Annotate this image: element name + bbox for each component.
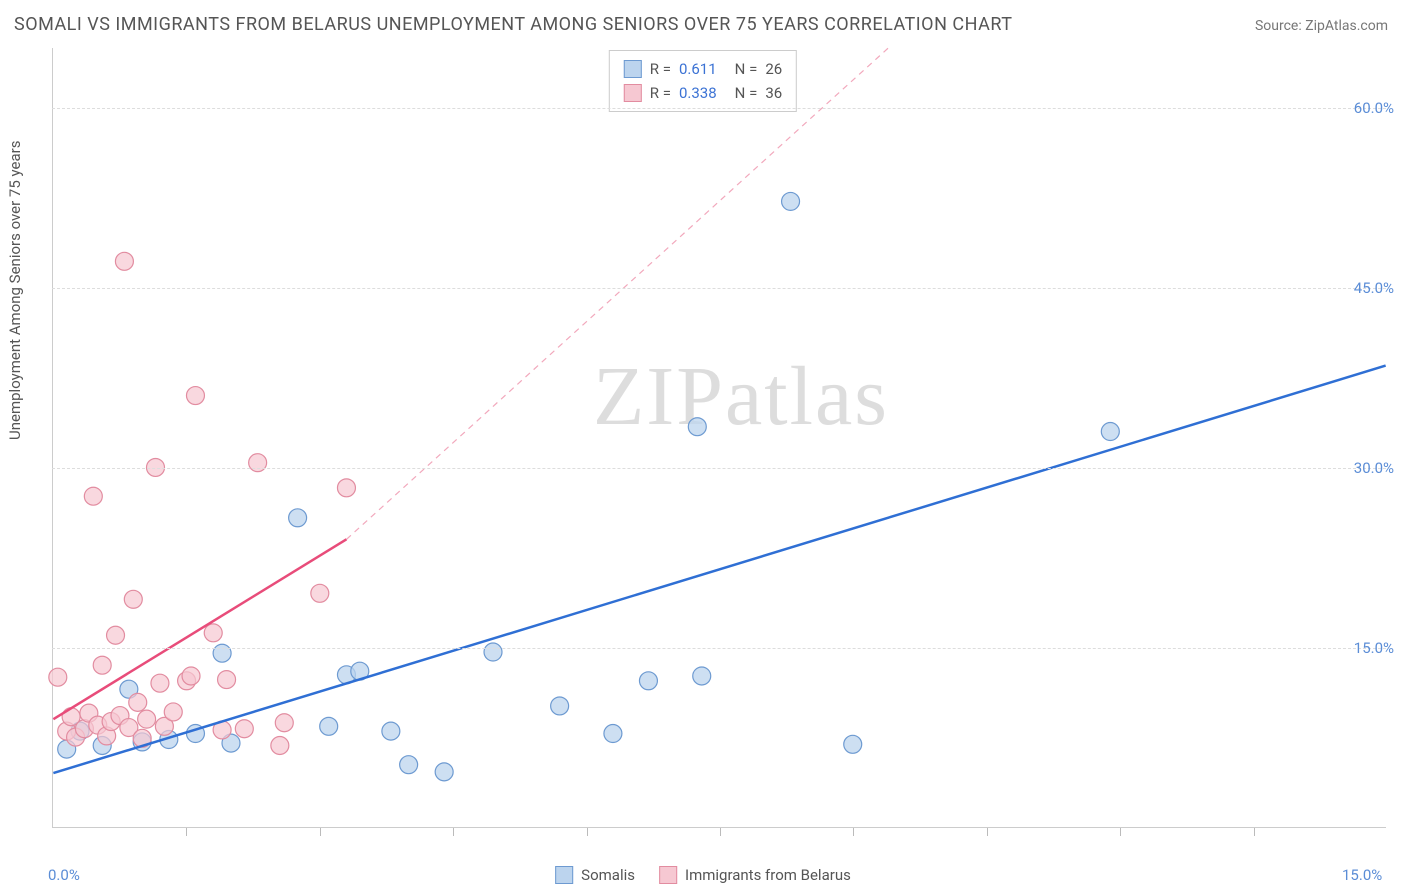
legend-swatch — [555, 866, 573, 884]
series-legend-item: Immigrants from Belarus — [659, 866, 851, 884]
data-point — [218, 671, 236, 689]
x-tick-label: 15.0% — [1342, 866, 1382, 884]
gridline — [52, 108, 1386, 109]
data-point — [400, 756, 418, 774]
trend-line — [53, 366, 1385, 773]
data-point — [782, 192, 800, 210]
data-point — [693, 667, 711, 685]
legend-swatch — [624, 84, 642, 102]
data-point — [129, 693, 147, 711]
x-tick — [1254, 828, 1255, 836]
data-point — [275, 714, 293, 732]
n-label: N = — [735, 57, 758, 81]
data-point — [604, 725, 622, 743]
n-label: N = — [735, 81, 758, 105]
y-axis-label: Unemployment Among Seniors over 75 years — [6, 141, 24, 440]
n-value: 26 — [765, 57, 782, 81]
data-point — [93, 656, 111, 674]
x-tick — [987, 828, 988, 836]
legend-swatch — [659, 866, 677, 884]
data-point — [320, 717, 338, 735]
data-point — [164, 703, 182, 721]
r-value: 0.611 — [679, 57, 717, 81]
data-point — [186, 387, 204, 405]
x-tick — [853, 828, 854, 836]
source-label: Source: ZipAtlas.com — [1255, 18, 1388, 34]
data-point — [182, 667, 200, 685]
y-tick-label: 60.0% — [1354, 99, 1394, 117]
legend-swatch — [624, 60, 642, 78]
data-point — [138, 710, 156, 728]
data-point — [337, 479, 355, 497]
stats-row: R = 0.338 N = 36 — [624, 81, 782, 105]
data-point — [84, 487, 102, 505]
series-legend-label: Immigrants from Belarus — [685, 866, 851, 884]
x-tick — [320, 828, 321, 836]
stats-row: R = 0.611 N = 26 — [624, 57, 782, 81]
data-point — [271, 737, 289, 755]
data-point — [289, 509, 307, 527]
x-tick — [453, 828, 454, 836]
x-tick — [186, 828, 187, 836]
r-value: 0.338 — [679, 81, 717, 105]
y-tick-label: 45.0% — [1354, 279, 1394, 297]
data-point — [688, 418, 706, 436]
x-tick-label: 0.0% — [48, 866, 80, 884]
r-label: R = — [650, 57, 671, 81]
y-tick-label: 30.0% — [1354, 459, 1394, 477]
data-point — [435, 763, 453, 781]
data-point — [115, 252, 133, 270]
x-tick — [587, 828, 588, 836]
n-value: 36 — [765, 81, 782, 105]
data-point — [844, 735, 862, 753]
data-point — [204, 624, 222, 642]
chart-title: SOMALI VS IMMIGRANTS FROM BELARUS UNEMPL… — [14, 14, 1012, 35]
x-tick — [720, 828, 721, 836]
series-legend: Somalis Immigrants from Belarus — [555, 866, 851, 884]
r-label: R = — [650, 81, 671, 105]
trend-line — [53, 539, 346, 719]
series-legend-label: Somalis — [581, 866, 635, 884]
trend-extrapolate — [346, 48, 888, 539]
data-point — [107, 626, 125, 644]
series-legend-item: Somalis — [555, 866, 635, 884]
data-point — [382, 722, 400, 740]
x-tick — [1120, 828, 1121, 836]
data-point — [124, 590, 142, 608]
data-point — [49, 668, 67, 686]
data-point — [1101, 423, 1119, 441]
chart-container: SOMALI VS IMMIGRANTS FROM BELARUS UNEMPL… — [0, 0, 1406, 892]
data-point — [235, 720, 253, 738]
gridline — [52, 648, 1386, 649]
stats-legend: R = 0.611 N = 26 R = 0.338 N = 36 — [609, 50, 797, 112]
data-point — [639, 672, 657, 690]
data-point — [151, 674, 169, 692]
gridline — [52, 468, 1386, 469]
plot-svg — [53, 48, 1386, 827]
data-point — [551, 697, 569, 715]
gridline — [52, 288, 1386, 289]
data-point — [311, 584, 329, 602]
y-tick-label: 15.0% — [1354, 639, 1394, 657]
data-point — [484, 643, 502, 661]
plot-area: ZIPatlas — [52, 48, 1386, 828]
data-point — [213, 644, 231, 662]
